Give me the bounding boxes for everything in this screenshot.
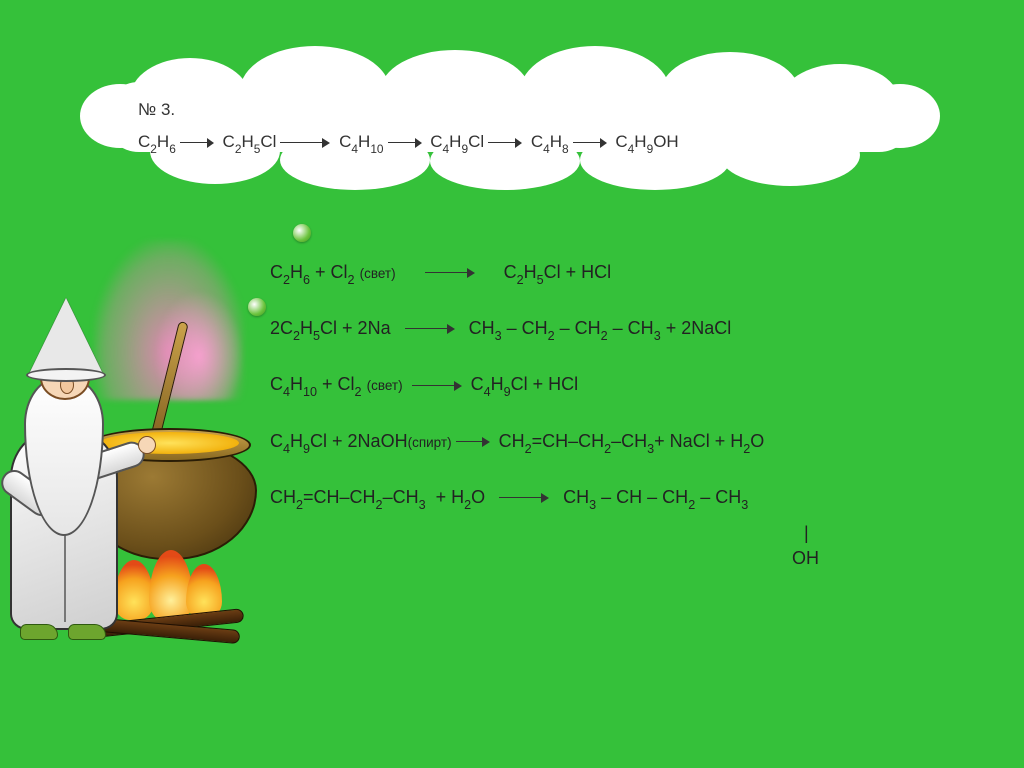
equations-block: C2H6 + Cl2 (свет) C2H5Cl + HCl 2C2H5Cl +… [270,260,819,571]
equation-4: C4H9Cl + 2NaOH(спирт) CH2=CH–CH2–CH3+ Na… [270,429,819,457]
equation-2: 2C2H5Cl + 2Na CH3 – CH2 – CH2 – CH3 + 2N… [270,316,819,344]
cloud-callout: № 3. C2H6 C2H5Cl C4H10 C4H9Cl C4H8 C4H9O… [90,40,930,180]
cloud-text: № 3. C2H6 C2H5Cl C4H10 C4H9Cl C4H8 C4H9O… [138,94,679,159]
bullet-dot [293,224,311,242]
equation-1: C2H6 + Cl2 (свет) C2H5Cl + HCl [270,260,819,288]
reaction-chain: C2H6 C2H5Cl C4H10 C4H9Cl C4H8 C4H9OH [138,126,679,159]
equation-5: CH2=CH–CH2–CH3 + H2O CH3 – CH – CH2 – CH… [270,485,819,513]
equation-5-oh: OH [792,546,819,571]
equation-5-bond: | [804,521,819,546]
wizard-body [6,320,126,630]
equation-3: C4H10 + Cl2 (свет) C4H9Cl + HCl [270,372,819,400]
wizard-illustration [4,250,274,690]
exercise-number: № 3. [138,94,679,126]
